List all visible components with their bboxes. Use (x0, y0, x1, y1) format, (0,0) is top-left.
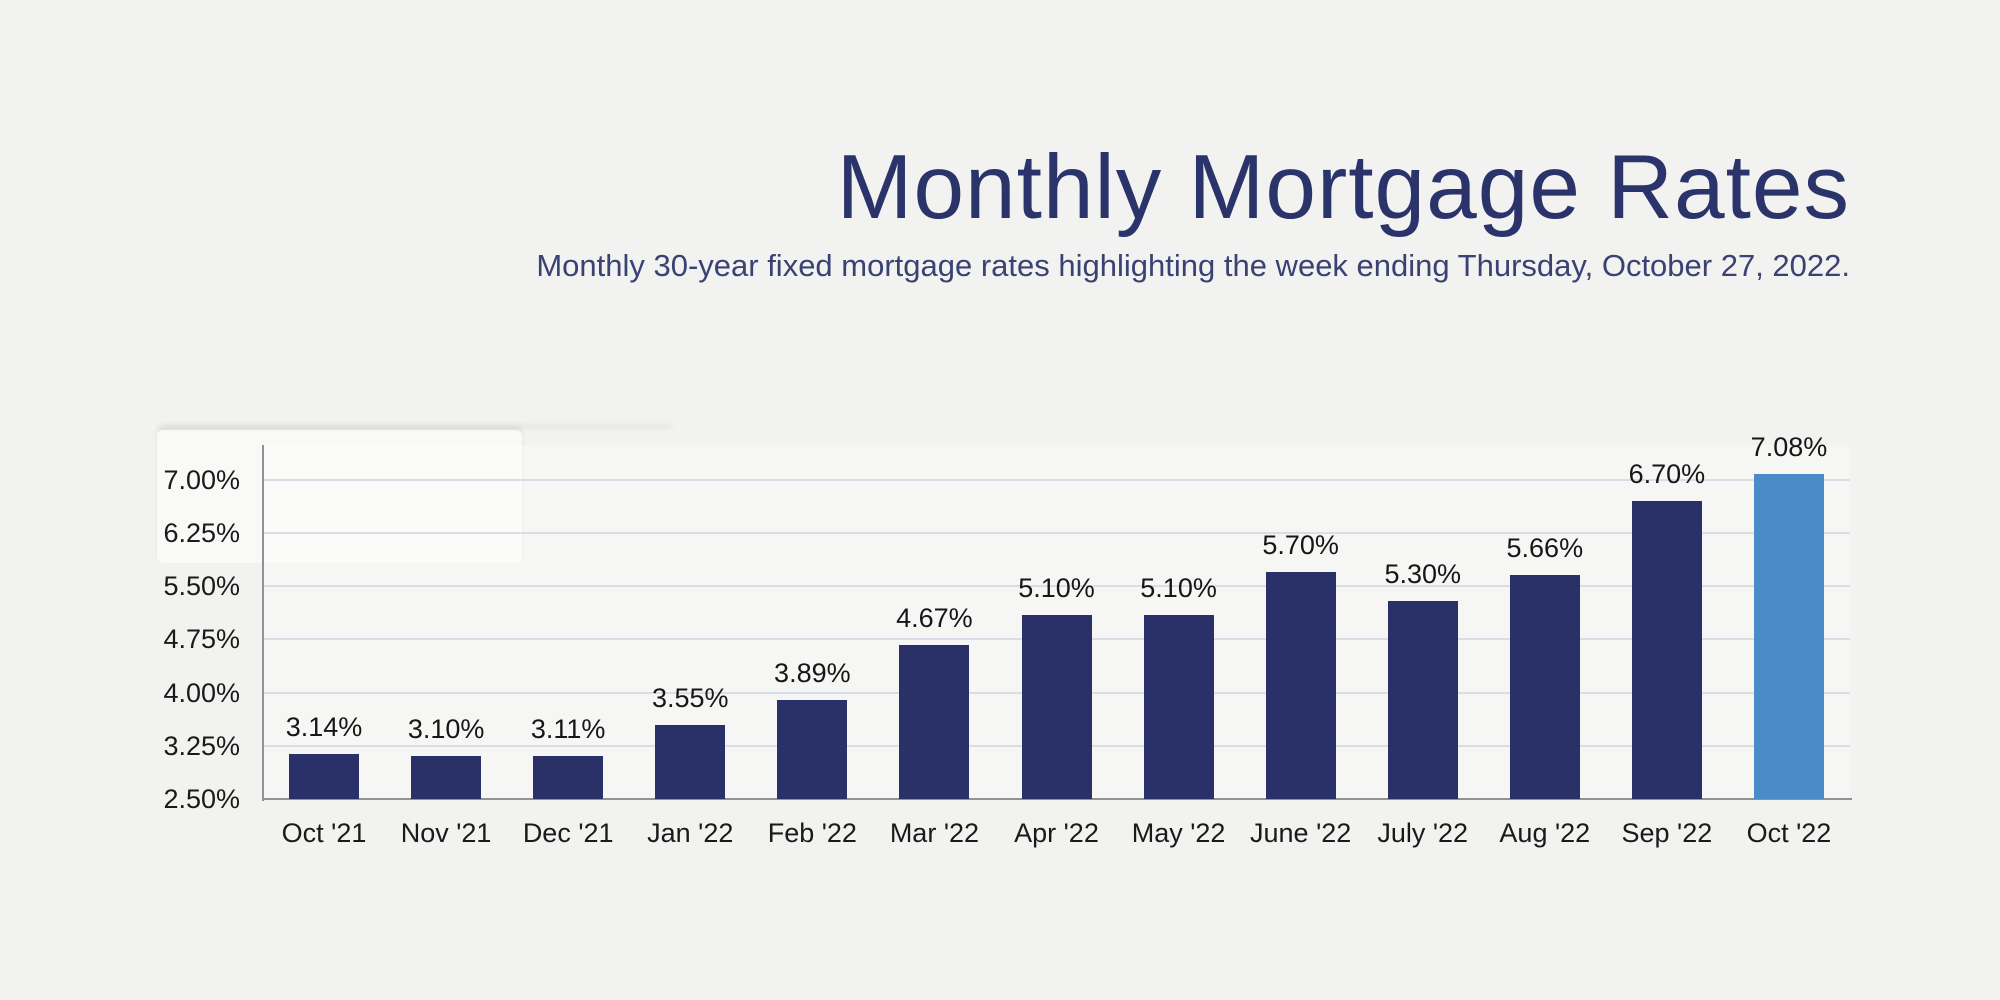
header: Monthly Mortgage Rates Monthly 30-year f… (536, 142, 1850, 283)
bar (533, 755, 604, 799)
y-axis-tick-label: 5.50% (163, 571, 240, 602)
x-axis-category-label: Apr '22 (1014, 818, 1099, 848)
x-axis-category-label: Aug '22 (1499, 818, 1591, 848)
bar (1143, 614, 1214, 799)
x-axis-category-label: June '22 (1250, 818, 1352, 848)
gridline (264, 478, 1850, 481)
y-axis-line (262, 445, 264, 801)
bar-value-label: 3.14% (285, 711, 363, 742)
y-axis-tick-label: 2.50% (163, 784, 240, 814)
x-axis-line (262, 798, 1852, 800)
bar-highlighted (1753, 474, 1824, 799)
bar-value-label: 3.10% (407, 714, 485, 745)
y-axis-tick-label: 3.25% (163, 730, 240, 761)
x-axis-category-label: Sep '22 (1621, 818, 1713, 848)
x-axis-category-label: Feb '22 (767, 818, 857, 848)
bar-value-label: 5.10% (1018, 572, 1095, 603)
x-axis-category-label: Mar '22 (889, 818, 979, 848)
chart-subtitle: Monthly 30-year fixed mortgage rates hig… (536, 248, 1850, 283)
bar (1021, 614, 1092, 799)
bar-value-label: 5.66% (1506, 532, 1584, 563)
y-axis-tick-label: 4.00% (163, 677, 240, 708)
x-axis-category-label: Oct '22 (1746, 818, 1832, 848)
y-axis-tick-label: 4.75% (163, 624, 240, 655)
gridline (264, 532, 1850, 535)
x-axis-category-label: July '22 (1377, 818, 1469, 848)
bar-value-label: 5.10% (1140, 572, 1217, 603)
y-axis-tick-label: 6.25% (163, 518, 240, 549)
bar (1509, 574, 1580, 799)
bar (777, 700, 848, 799)
bar (411, 756, 482, 799)
bar (1387, 600, 1458, 799)
bar (1265, 572, 1336, 799)
y-axis-tick-label: 7.00% (163, 464, 240, 495)
bar (655, 724, 726, 799)
x-axis-category-label: Dec '21 (522, 818, 614, 848)
x-axis-category-label: Jan '22 (647, 818, 734, 848)
bar (899, 645, 970, 799)
highlight-artifact-shadow (160, 424, 672, 429)
bar-value-label: 7.08% (1750, 432, 1828, 463)
bar-value-label: 5.30% (1384, 558, 1461, 589)
bar (289, 753, 360, 799)
bar-value-label: 5.70% (1262, 530, 1339, 561)
highlight-artifact-panel (157, 430, 522, 563)
bar-value-label: 4.67% (896, 603, 973, 634)
x-axis-category-label: May '22 (1131, 818, 1226, 848)
chart-title: Monthly Mortgage Rates (836, 137, 1850, 238)
bar-value-label: 6.70% (1628, 459, 1706, 490)
bar-value-label: 3.89% (774, 658, 851, 689)
x-axis-category-label: Oct '21 (281, 818, 367, 848)
bar (1631, 501, 1702, 799)
bar-value-label: 3.55% (651, 682, 729, 713)
x-axis-category-label: Nov '21 (400, 818, 492, 848)
gridline (264, 585, 1850, 588)
bar-value-label: 3.11% (530, 713, 606, 744)
